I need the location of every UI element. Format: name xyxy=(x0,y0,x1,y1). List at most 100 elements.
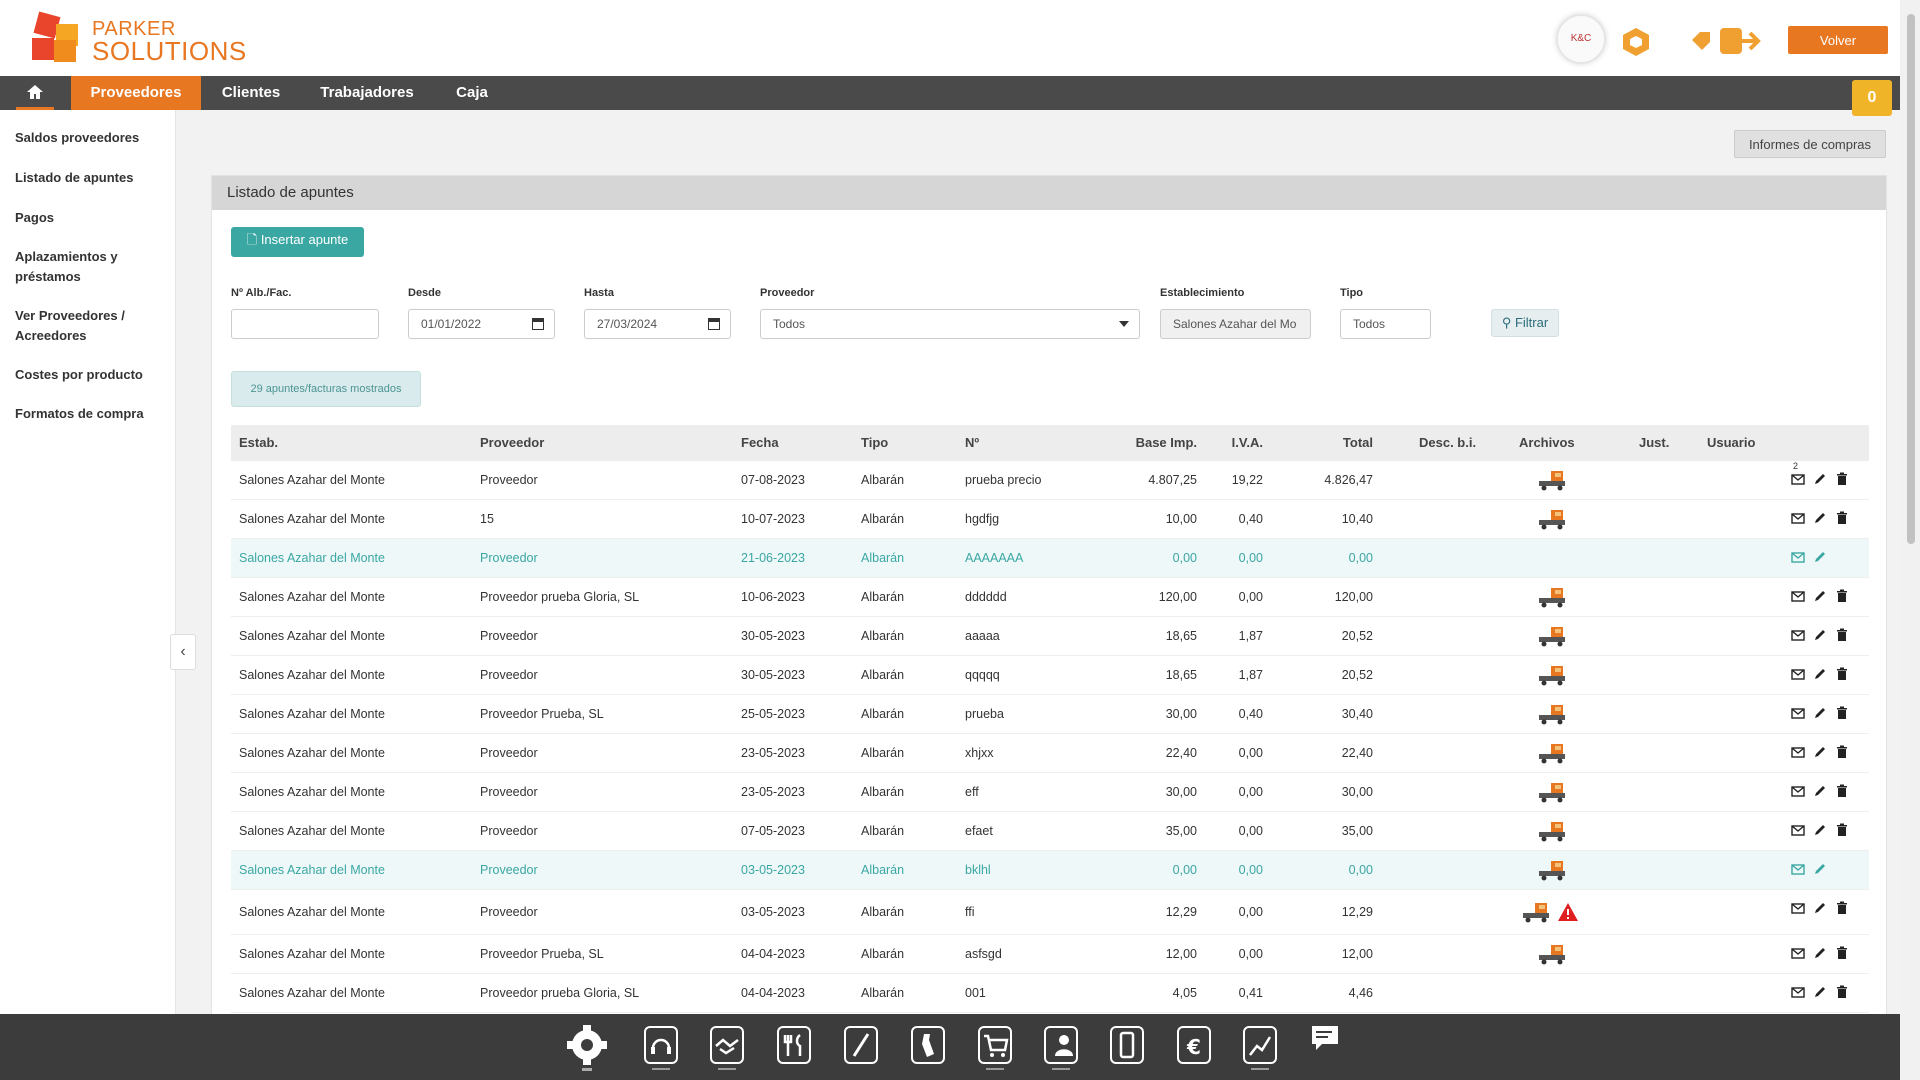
delivery-truck-icon[interactable] xyxy=(1537,943,1567,965)
filtrar-button[interactable]: ⚲ Filtrar xyxy=(1491,309,1559,337)
delivery-truck-icon[interactable] xyxy=(1537,508,1567,530)
collapse-sidebar-button[interactable]: ‹ xyxy=(170,634,196,670)
desde-date-input[interactable]: 01/01/2022 xyxy=(408,309,555,339)
trash-icon[interactable] xyxy=(1835,472,1849,486)
table-row[interactable]: Salones Azahar del Monte Proveedor 21-06-2… xyxy=(231,539,1869,578)
sidebar-item-listado[interactable]: Listado de apuntes xyxy=(15,170,134,185)
col-total[interactable]: Total xyxy=(1342,435,1373,450)
email-icon[interactable] xyxy=(1791,985,1805,999)
delivery-truck-icon[interactable] xyxy=(1537,625,1567,647)
handshake-icon[interactable] xyxy=(708,1022,746,1072)
table-row[interactable]: Salones Azahar del Monte Proveedor 07-08-2… xyxy=(231,461,1869,500)
delivery-truck-icon[interactable] xyxy=(1537,469,1567,491)
col-num[interactable]: Nº xyxy=(965,435,980,450)
table-row[interactable]: Salones Azahar del Monte Proveedor 23-05-2… xyxy=(231,734,1869,773)
insert-apunte-button[interactable]: 🗋 Insertar apunte xyxy=(231,227,364,257)
col-archivos[interactable]: Archivos xyxy=(1519,435,1575,450)
email-icon[interactable] xyxy=(1791,901,1805,915)
email-icon[interactable] xyxy=(1791,946,1805,960)
tag-icon[interactable] xyxy=(1690,30,1712,52)
euro-icon[interactable]: € xyxy=(1175,1022,1213,1072)
table-row[interactable]: Salones Azahar del Monte 15 10-07-2023 Alba… xyxy=(231,500,1869,539)
table-row[interactable]: Salones Azahar del Monte Proveedor prueba… xyxy=(231,578,1869,617)
sidebar-item-formatos[interactable]: Formatos de compra xyxy=(15,406,144,421)
gear-icon[interactable] xyxy=(560,1022,614,1072)
edit-icon[interactable] xyxy=(1813,589,1827,603)
cart-icon[interactable] xyxy=(976,1022,1014,1072)
table-row[interactable]: Salones Azahar del Monte Proveedor Prueba… xyxy=(231,695,1869,734)
edit-icon[interactable] xyxy=(1813,706,1827,720)
page-scrollbar[interactable] xyxy=(1900,0,1920,1080)
edit-icon[interactable] xyxy=(1813,667,1827,681)
email-icon[interactable] xyxy=(1791,862,1805,876)
pen-icon[interactable] xyxy=(842,1022,880,1072)
trash-icon[interactable] xyxy=(1835,628,1849,642)
edit-icon[interactable] xyxy=(1813,745,1827,759)
nav-item-caja[interactable]: Caja xyxy=(456,84,488,101)
table-row[interactable]: Salones Azahar del Monte Proveedor 30-05-2… xyxy=(231,617,1869,656)
delivery-truck-icon[interactable] xyxy=(1537,586,1567,608)
delivery-truck-icon[interactable] xyxy=(1537,820,1567,842)
edit-icon[interactable] xyxy=(1813,901,1827,915)
warning-icon[interactable] xyxy=(1557,902,1579,922)
delivery-truck-icon[interactable] xyxy=(1537,781,1567,803)
trash-icon[interactable] xyxy=(1835,985,1849,999)
email-icon[interactable] xyxy=(1791,745,1805,759)
email-icon[interactable] xyxy=(1791,511,1805,525)
edit-icon[interactable] xyxy=(1813,862,1827,876)
cutlery-icon[interactable] xyxy=(775,1022,813,1072)
trash-icon[interactable] xyxy=(1835,667,1849,681)
mobile-icon[interactable] xyxy=(1108,1022,1146,1072)
table-row[interactable]: Salones Azahar del Monte Proveedor 03-05-2… xyxy=(231,890,1869,935)
edit-icon[interactable] xyxy=(1813,946,1827,960)
cart-count-badge[interactable]: 0 xyxy=(1852,80,1892,116)
col-base[interactable]: Base Imp. xyxy=(1135,435,1197,450)
table-row[interactable]: Salones Azahar del Monte Proveedor 07-05-2… xyxy=(231,812,1869,851)
edit-icon[interactable] xyxy=(1813,472,1827,486)
trash-icon[interactable] xyxy=(1835,901,1849,915)
exit-icon[interactable] xyxy=(1718,26,1762,56)
informes-compras-button[interactable]: Informes de compras xyxy=(1734,130,1886,158)
chat-icon[interactable] xyxy=(1308,1022,1346,1072)
nav-item-proveedores[interactable]: Proveedores xyxy=(71,76,201,110)
email-icon[interactable] xyxy=(1791,784,1805,798)
col-iva[interactable]: I.V.A. xyxy=(1231,435,1263,450)
company-avatar[interactable]: K&C xyxy=(1556,14,1606,64)
email-icon[interactable] xyxy=(1791,589,1805,603)
email-icon[interactable] xyxy=(1791,706,1805,720)
proveedor-select[interactable]: Todos xyxy=(760,309,1140,339)
table-row[interactable]: Salones Azahar del Monte Proveedor 03-05-2… xyxy=(231,851,1869,890)
col-tipo[interactable]: Tipo xyxy=(861,435,889,450)
col-proveedor[interactable]: Proveedor xyxy=(480,435,545,450)
sidebar-item-ver-proveedores[interactable]: Ver Proveedores / Acreedores xyxy=(15,308,125,343)
col-estab[interactable]: Estab. xyxy=(239,435,279,450)
calendar-icon[interactable] xyxy=(708,318,720,330)
sidebar-item-pagos[interactable]: Pagos xyxy=(15,210,55,225)
email-icon[interactable] xyxy=(1791,628,1805,642)
establecimiento-input[interactable]: Salones Azahar del Mo xyxy=(1160,309,1311,339)
email-icon[interactable] xyxy=(1791,472,1805,486)
nav-item-trabajadores[interactable]: Trabajadores xyxy=(320,84,414,101)
trash-icon[interactable] xyxy=(1835,784,1849,798)
delivery-truck-icon[interactable] xyxy=(1537,859,1567,881)
tipo-select[interactable]: Todos xyxy=(1340,309,1431,339)
col-just[interactable]: Just. xyxy=(1639,435,1670,450)
delivery-truck-icon[interactable] xyxy=(1537,664,1567,686)
delivery-truck-icon[interactable] xyxy=(1521,901,1551,923)
edit-icon[interactable] xyxy=(1813,784,1827,798)
trash-icon[interactable] xyxy=(1835,823,1849,837)
nav-home[interactable] xyxy=(16,76,54,110)
sidebar-item-saldos[interactable]: Saldos proveedores xyxy=(15,130,140,145)
edit-icon[interactable] xyxy=(1813,628,1827,642)
num-input[interactable] xyxy=(231,309,379,339)
trash-icon[interactable] xyxy=(1835,745,1849,759)
table-row[interactable]: Salones Azahar del Monte Proveedor 30-05-2… xyxy=(231,656,1869,695)
nav-item-clientes[interactable]: Clientes xyxy=(221,84,281,101)
bottle-icon[interactable] xyxy=(909,1022,947,1072)
scrollbar-thumb[interactable] xyxy=(1907,14,1915,544)
trash-icon[interactable] xyxy=(1835,946,1849,960)
edit-icon[interactable] xyxy=(1813,823,1827,837)
calendar-icon[interactable] xyxy=(532,318,544,330)
col-usuario[interactable]: Usuario xyxy=(1707,435,1756,450)
chart-icon[interactable] xyxy=(1241,1022,1279,1072)
